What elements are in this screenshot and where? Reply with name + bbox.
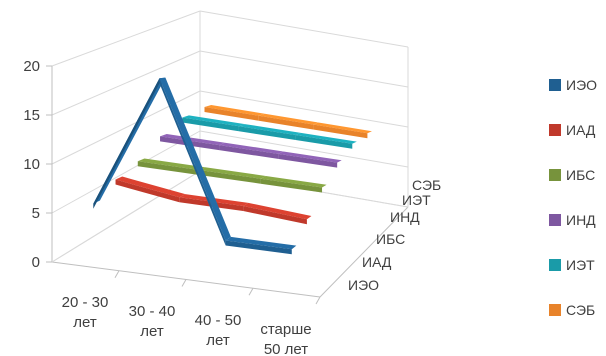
grid-line-left xyxy=(51,10,201,67)
grid-line-left xyxy=(51,130,201,214)
x-axis-categories: 20 - 30 лет 30 - 40 лет 40 - 50 лет старше 50 л… xyxy=(62,270,321,356)
series-ribbon-top xyxy=(159,77,231,241)
series-ribbon-top xyxy=(278,151,342,163)
legend-label: СЭБ xyxy=(566,302,595,318)
legend-label: ИЭО xyxy=(566,77,597,93)
legend-swatch xyxy=(549,259,561,271)
legend: ИЭО ИАД ИБС ИНД ИЭТ СЭБ xyxy=(549,77,597,318)
series-ribbon-top xyxy=(137,158,206,170)
series-ИБС xyxy=(137,158,327,193)
x-category-label: старше 50 лет xyxy=(260,321,311,356)
legend-swatch xyxy=(549,214,561,226)
x-category-label: 20 - 30 лет xyxy=(62,294,109,331)
series-segment xyxy=(258,115,314,130)
floor-left-edge xyxy=(51,170,201,263)
grid-line-back xyxy=(199,10,409,48)
depth-axis-label: ИЭО xyxy=(348,277,379,293)
series-segment xyxy=(182,117,239,132)
legend-swatch xyxy=(549,124,561,136)
series-ribbon-top xyxy=(295,132,357,144)
depth-axis-label: ИНД xyxy=(390,209,420,225)
legend-label: ИБС xyxy=(566,167,595,183)
x-category-label: 40 - 50 лет xyxy=(195,312,242,349)
series-segment xyxy=(137,161,200,175)
series-ribbon-top xyxy=(260,175,327,188)
series-ribbon-top xyxy=(160,133,226,146)
series-ribbon-top xyxy=(238,124,301,136)
series-ИЭО xyxy=(93,77,297,255)
series-ribbon-top xyxy=(243,202,312,220)
series-ribbon-top xyxy=(115,176,186,198)
series-segment xyxy=(159,78,226,246)
legend-label: ИНД xyxy=(566,212,596,228)
series-segment xyxy=(260,178,323,193)
legend-swatch xyxy=(549,79,561,91)
y-tick-label: 0 xyxy=(32,254,40,271)
grid-line-back xyxy=(199,130,409,168)
y-tick-label: 15 xyxy=(23,107,40,124)
series-СЭБ xyxy=(204,104,372,139)
grid-line-back xyxy=(199,50,409,88)
y-tick-label: 5 xyxy=(32,205,40,222)
series-ribbon-top xyxy=(199,167,266,179)
series-segment xyxy=(295,135,353,149)
series-segment xyxy=(204,107,259,121)
series-segment xyxy=(225,240,292,255)
grid-lines xyxy=(51,10,409,263)
series-ribbon-top xyxy=(219,142,284,154)
series-segment xyxy=(199,169,261,184)
series-segment xyxy=(219,145,279,159)
series-segment xyxy=(115,179,180,203)
depth-axis-label: ИЭТ xyxy=(402,192,431,208)
depth-axis-label: ИАД xyxy=(362,254,392,270)
x-tick-mark xyxy=(114,270,120,278)
series-segment xyxy=(243,206,307,225)
depth-axis-line xyxy=(319,206,409,298)
series-segment xyxy=(93,78,160,209)
x-category-label: 30 - 40 лет xyxy=(129,303,176,340)
depth-axis-label: ИБС xyxy=(376,231,405,247)
series-ribbon-top xyxy=(182,115,245,127)
depth-axis-label: СЭБ xyxy=(412,177,441,193)
series-ribbon-top xyxy=(204,104,265,116)
legend-label: ИАД xyxy=(566,122,596,138)
series-ribbon-top xyxy=(258,113,319,125)
series-segment xyxy=(313,124,368,139)
series-ИЭТ xyxy=(182,115,357,149)
x-tick-mark xyxy=(181,279,187,287)
x-tick-mark xyxy=(315,296,321,305)
y-axis-ticks: 0 5 10 15 20 xyxy=(23,58,52,271)
grid-line-back xyxy=(199,90,409,128)
series-lines xyxy=(93,77,372,255)
legend-swatch xyxy=(549,169,561,181)
series-ribbon-top xyxy=(313,122,372,134)
x-tick-mark xyxy=(248,288,254,296)
legend-swatch xyxy=(549,304,561,316)
axes xyxy=(51,11,409,298)
y-tick-label: 20 xyxy=(23,58,40,75)
y-tick-label: 10 xyxy=(23,156,40,173)
legend-label: ИЭТ xyxy=(566,257,595,273)
series-segment xyxy=(238,126,296,141)
grid-line-left xyxy=(51,50,201,116)
series-segment xyxy=(278,153,338,168)
series-ribbon-top xyxy=(225,236,297,250)
